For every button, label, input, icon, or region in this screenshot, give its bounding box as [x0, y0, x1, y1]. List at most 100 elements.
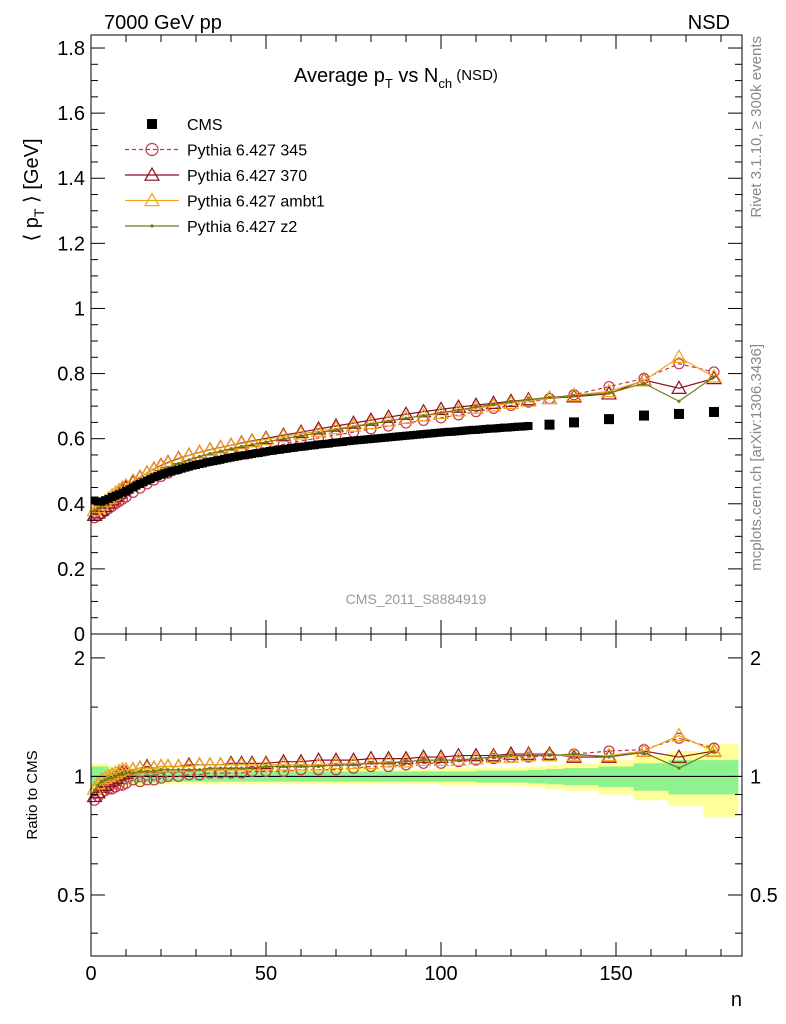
series-3-ratio-point [275, 756, 292, 771]
series-2-ratio-point [398, 750, 414, 765]
series-4-ratio-point [677, 766, 681, 770]
series-3-point [293, 425, 309, 440]
series-3-point [233, 435, 250, 450]
series-4-ratio-point [92, 789, 97, 793]
series-4-ratio-point [176, 768, 181, 772]
series-3-point [380, 412, 397, 427]
series-1-ratio-point [400, 759, 412, 771]
series-3-point [566, 387, 582, 402]
series-2-ratio-line [94, 750, 715, 797]
main-y-tick-label: 0.2 [57, 559, 85, 581]
series-4-ratio-point [166, 768, 170, 772]
series-4-ratio-point [509, 753, 513, 758]
ratio-panel-frame [90, 633, 743, 957]
legend-label: Pythia 6.427 370 [187, 168, 307, 185]
series-4-point [491, 402, 496, 407]
series-4-point [264, 440, 268, 444]
main-y-tick-label: 0.4 [57, 494, 85, 516]
series-2-ratio-point [433, 748, 449, 763]
series-4-ratio-point [120, 773, 125, 777]
series-3-ratio-point [293, 756, 309, 771]
series-3-ratio-point [160, 758, 176, 773]
series-3-ratio-point [181, 758, 197, 773]
series-4-ratio-point [547, 753, 552, 758]
series-4-ratio-point [474, 757, 478, 761]
series-3-ratio-point [671, 727, 687, 742]
series-4-ratio-point [239, 766, 244, 770]
legend-label: CMS [187, 117, 223, 134]
series-2-ratio-point [541, 745, 558, 760]
series-4-ratio-point [439, 758, 443, 762]
series-3-ratio-point [415, 752, 432, 766]
legend-label: Pythia 6.427 z2 [187, 219, 297, 236]
series-2-ratio-point [566, 748, 582, 763]
series-4-ratio-point [572, 752, 576, 756]
series-4-ratio-point [404, 760, 408, 764]
legend-marker [147, 119, 157, 129]
main-panel-data [86, 349, 722, 524]
series-2-ratio-point [258, 755, 274, 770]
main-y-tick-label: 1 [74, 298, 85, 320]
series-1-line [94, 363, 715, 519]
series-2-ratio-point [671, 748, 687, 763]
series-4-ratio-point [712, 749, 716, 753]
series-2-ratio-point [415, 748, 432, 763]
series-4-point [526, 398, 531, 402]
series-1-ratio-point [417, 757, 430, 769]
series-2-ratio-point [310, 752, 327, 766]
series-3-ratio-point [202, 756, 218, 771]
series-4-point [642, 381, 646, 385]
series-4-ratio-point [369, 761, 373, 765]
series-1-ratio-point [134, 776, 146, 788]
series-4-ratio-point [159, 768, 163, 772]
legend-marker [150, 224, 154, 228]
series-2-ratio-point [520, 745, 537, 760]
series-3-ratio-point [111, 763, 127, 778]
energy-label: 7000 GeV pp [104, 12, 222, 34]
series-4-line [94, 376, 715, 512]
main-y-tick-label: 0.8 [57, 364, 85, 386]
legend-label: Pythia 6.427 ambt1 [187, 194, 325, 211]
series-4-ratio-point [124, 771, 128, 775]
ratio-y-tick-label-right: 2 [750, 648, 761, 670]
cms-data-point [604, 414, 614, 425]
series-4-point [351, 425, 356, 429]
series-4-point [404, 416, 408, 420]
ratio-y-tick-label-right: 1 [750, 766, 761, 788]
series-3-point [212, 439, 229, 454]
series-3-ratio-point [146, 759, 162, 774]
series-1-point [673, 358, 685, 370]
series-4-ratio-point [229, 766, 233, 770]
series-3-point [223, 437, 239, 452]
series-4-ratio-point [138, 769, 142, 773]
series-4-ratio-point [642, 750, 646, 755]
series-4-ratio-point [103, 778, 107, 782]
series-4-ratio-point [421, 758, 426, 762]
series-4-ratio-point [99, 780, 104, 784]
main-y-tick-label: 1.4 [57, 168, 85, 190]
series-4-point [572, 394, 576, 398]
series-4-point [334, 428, 338, 432]
series-3-ratio-point [170, 758, 187, 773]
series-4-point [607, 391, 611, 395]
series-3-point [244, 433, 260, 448]
series-3-ratio-point [520, 747, 537, 762]
series-2-point [706, 370, 722, 385]
series-4-point [509, 400, 513, 404]
series-3-ratio-point [433, 752, 449, 766]
x-tick-label: 0 [85, 963, 96, 985]
series-3-point [601, 383, 617, 398]
series-4-point [547, 395, 552, 399]
series-3-ratio-point [125, 761, 141, 776]
series-4-ratio-point [334, 763, 338, 767]
legend-marker [144, 166, 160, 181]
series-3-ratio-point [244, 756, 260, 771]
series-4-ratio-point [117, 773, 121, 777]
cms-data-point [674, 408, 684, 419]
process-label: NSD [688, 12, 730, 34]
main-axis-ticks: 0 0.2 0.4 0.6 0.8 1 1.2 1.4 1.6 1.8 [57, 35, 742, 646]
series-1-ratio-point [88, 794, 101, 806]
main-y-tick-label: 1.6 [57, 103, 85, 125]
series-3-ratio-point [363, 755, 379, 770]
